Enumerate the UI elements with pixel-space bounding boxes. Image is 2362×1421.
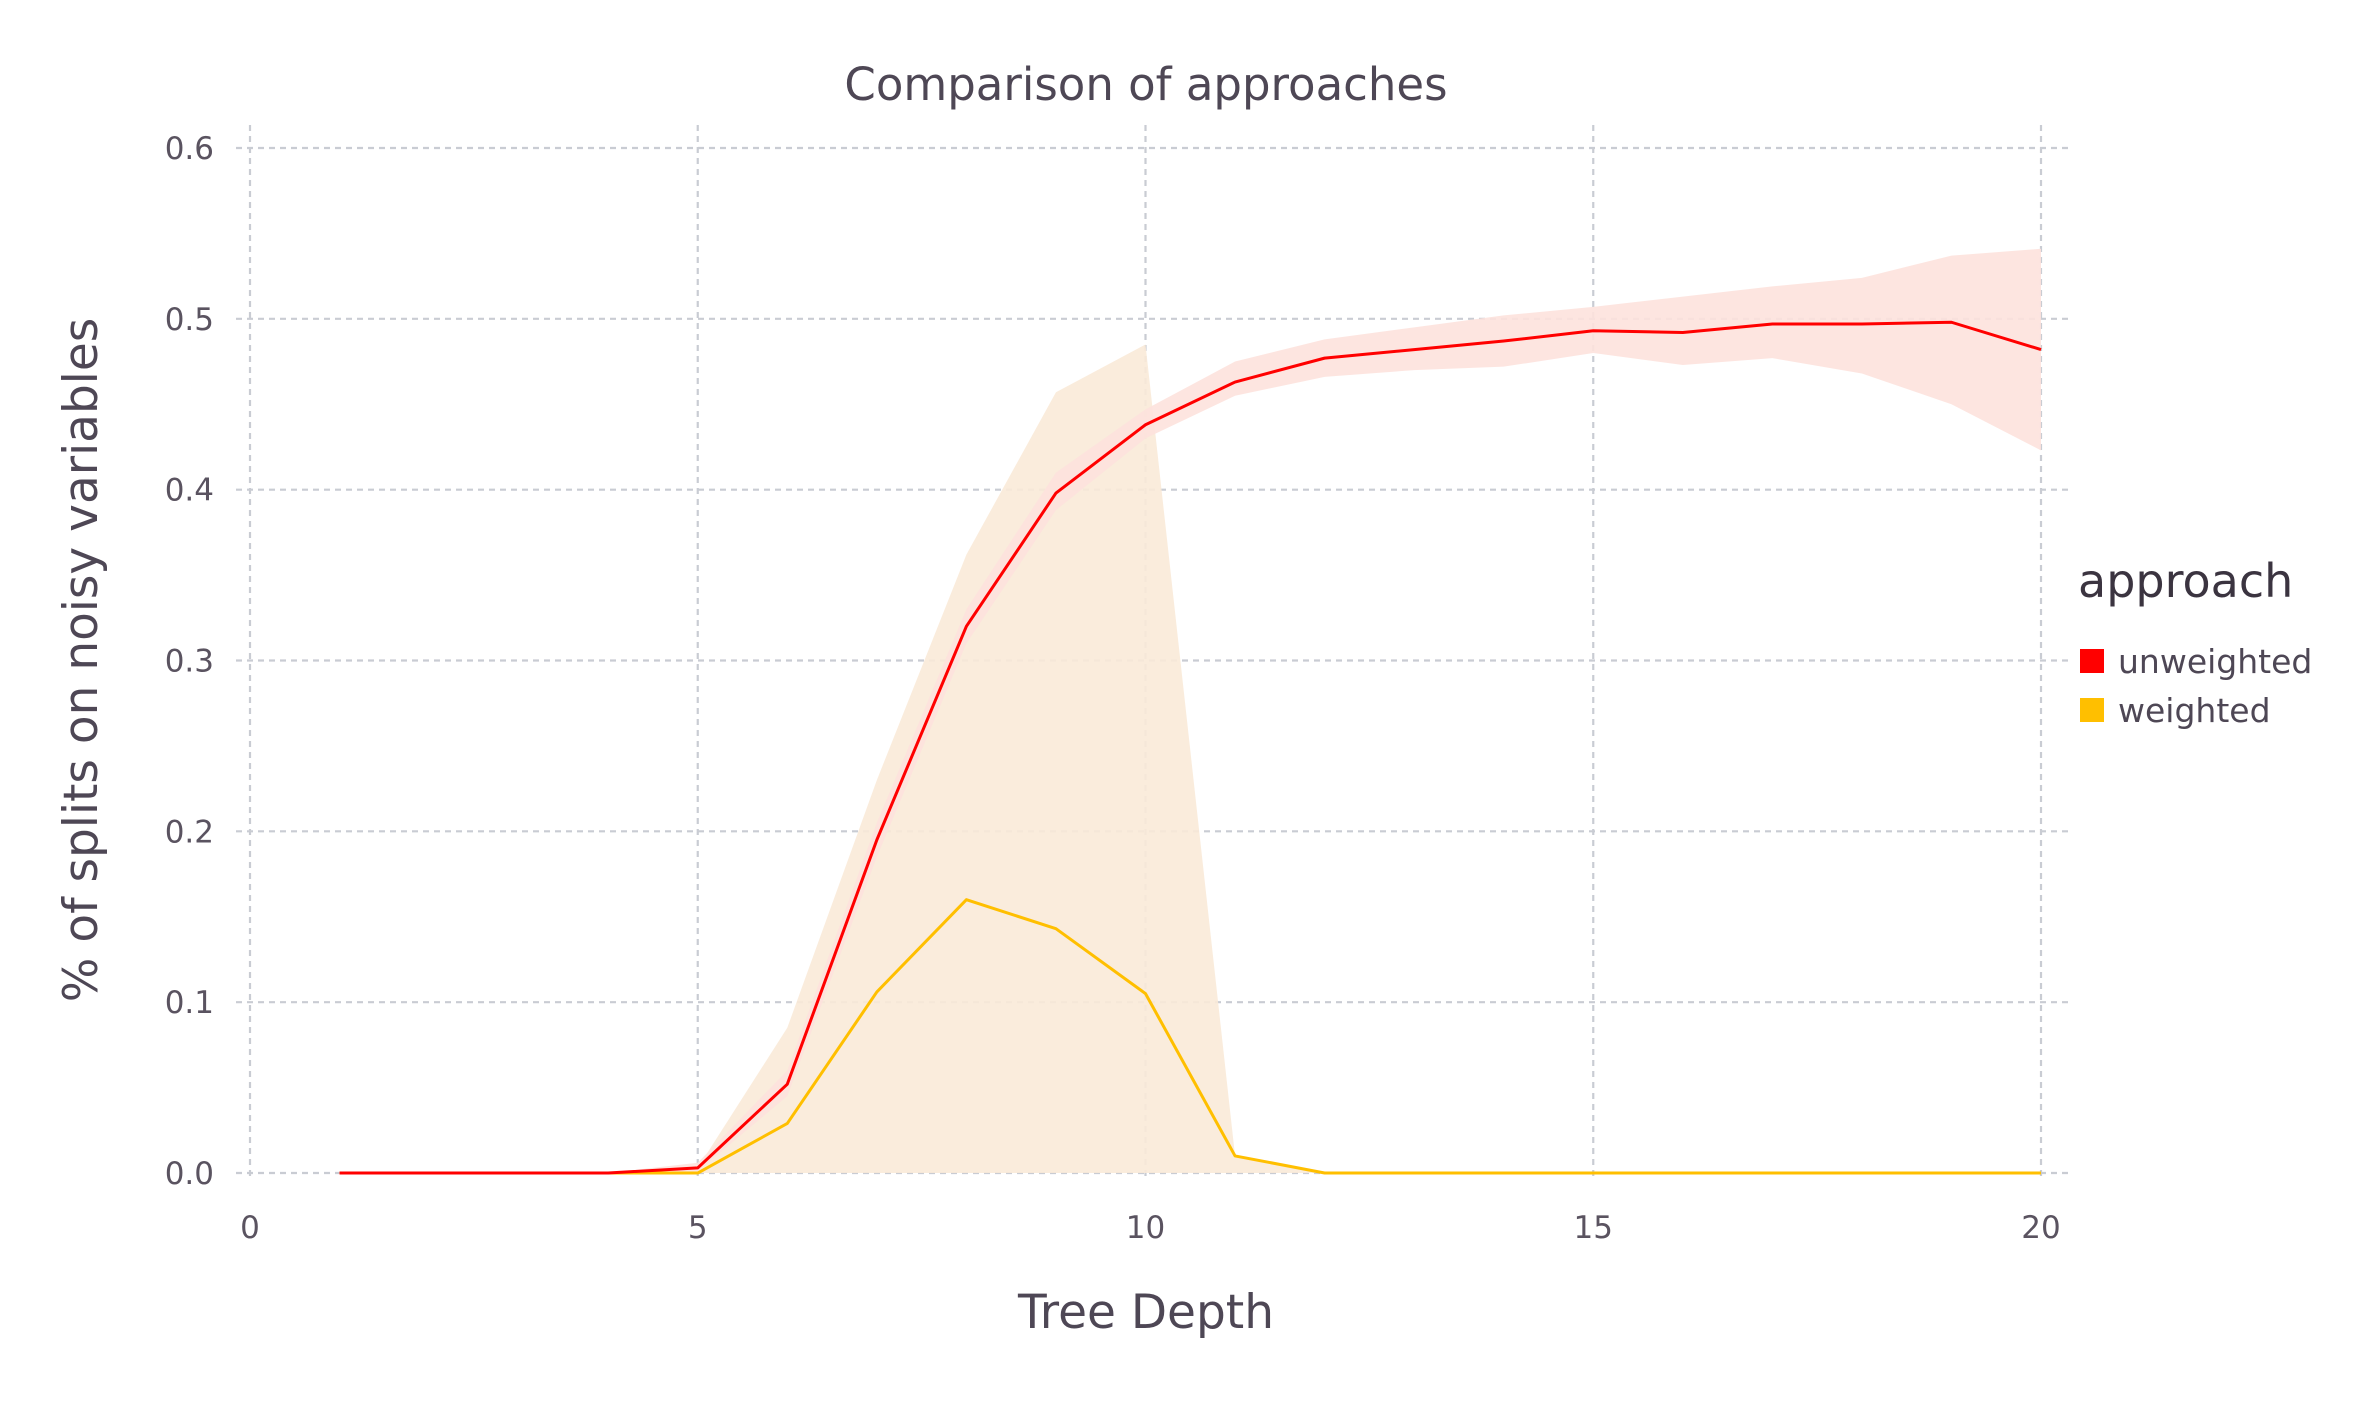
band-unweighted — [339, 248, 2041, 1173]
legend-items: unweighted weighted — [2080, 642, 2312, 730]
x-axis-ticks: 0 5 10 15 20 — [240, 1210, 2061, 1246]
confidence-bands — [339, 248, 2041, 1173]
x-tick-label: 5 — [688, 1210, 708, 1246]
x-tick-label: 10 — [1126, 1210, 1165, 1246]
y-axis-title: % of splits on noisy variables — [54, 318, 109, 1003]
y-tick-label: 0.0 — [165, 1156, 214, 1192]
y-axis-ticks: 0.0 0.1 0.2 0.3 0.4 0.5 0.6 — [165, 131, 214, 1192]
y-tick-label: 0.5 — [165, 302, 214, 338]
legend-swatch-unweighted — [2080, 649, 2104, 673]
legend-swatch-weighted — [2080, 698, 2104, 722]
y-tick-label: 0.4 — [165, 473, 214, 509]
band-weighted — [339, 344, 2041, 1173]
legend-label-weighted: weighted — [2118, 691, 2271, 730]
chart-title: Comparison of approaches — [844, 58, 1447, 111]
line-unweighted — [339, 320, 2042, 1175]
legend: approach unweighted weighted — [2078, 554, 2312, 730]
x-tick-label: 15 — [1574, 1210, 1613, 1246]
y-tick-label: 0.2 — [165, 814, 214, 850]
x-tick-label: 0 — [240, 1210, 260, 1246]
x-tick-label: 20 — [2021, 1210, 2060, 1246]
x-axis-title: Tree Depth — [1017, 1285, 1274, 1340]
y-tick-label: 0.3 — [165, 644, 214, 680]
y-tick-label: 0.1 — [165, 985, 214, 1021]
series-lines — [339, 320, 2042, 1175]
legend-label-unweighted: unweighted — [2118, 642, 2312, 681]
y-tick-label: 0.6 — [165, 131, 214, 167]
legend-title: approach — [2078, 554, 2293, 608]
